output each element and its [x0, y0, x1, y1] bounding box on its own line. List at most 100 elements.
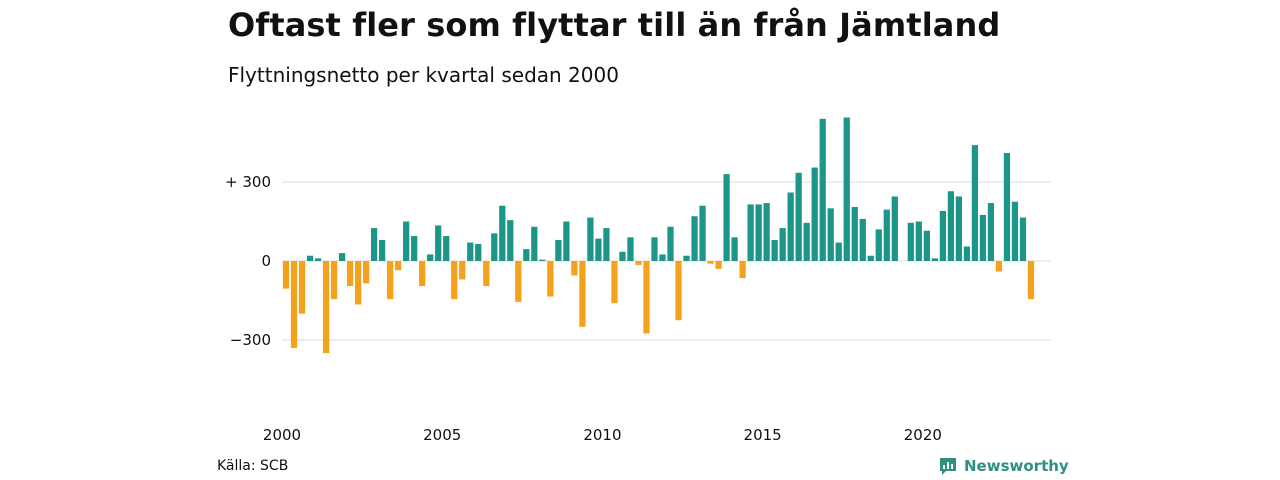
- bar: [859, 218, 866, 261]
- bar: [579, 261, 586, 327]
- bar: [539, 259, 546, 261]
- bar: [491, 233, 498, 261]
- bar: [643, 261, 650, 334]
- bar: [338, 253, 346, 261]
- bar: [1027, 261, 1035, 300]
- bar: [306, 255, 314, 261]
- bar: [915, 221, 922, 261]
- bar: [747, 204, 754, 261]
- bar: [947, 191, 954, 261]
- bar: [314, 258, 322, 261]
- bar: [443, 235, 450, 261]
- bar: [723, 174, 730, 261]
- y-tick-label: 0: [261, 252, 271, 270]
- x-tick-label: 2015: [744, 426, 782, 444]
- bar: [467, 242, 474, 261]
- bar: [403, 221, 410, 261]
- bar: [322, 261, 330, 354]
- bar: [330, 261, 338, 300]
- bar: [563, 221, 570, 261]
- bar: [851, 207, 858, 261]
- bar: [451, 261, 458, 300]
- bar: [595, 238, 602, 261]
- bar: [515, 261, 522, 302]
- bar: [787, 192, 794, 261]
- bar: [731, 237, 738, 261]
- bar: [971, 145, 979, 261]
- bar: [635, 261, 642, 265]
- bar: [923, 230, 930, 261]
- bar: [290, 261, 298, 348]
- bar: [979, 214, 987, 261]
- y-tick-label: −300: [230, 331, 271, 349]
- bar: [995, 261, 1003, 272]
- bar: [427, 254, 434, 261]
- bar: [827, 208, 834, 261]
- bar: [771, 239, 778, 261]
- bar: [691, 216, 698, 261]
- bar: [795, 172, 802, 261]
- brand-name: Newsworthy: [964, 457, 1069, 475]
- bar: [483, 261, 490, 287]
- bar: [1019, 217, 1027, 261]
- bar: [803, 222, 810, 261]
- bar: [715, 261, 722, 269]
- bar: [675, 261, 682, 321]
- bar: [707, 261, 714, 264]
- bar: [395, 261, 402, 271]
- bar: [531, 226, 538, 261]
- bar: [939, 210, 946, 261]
- bar: [651, 237, 658, 261]
- bar: [779, 228, 786, 261]
- bar: [963, 246, 971, 261]
- bar: [611, 261, 618, 304]
- bar: [507, 220, 514, 261]
- bar: [435, 225, 442, 261]
- chart-subtitle: Flyttningsnetto per kvartal sedan 2000: [228, 63, 619, 87]
- bar: [755, 204, 762, 261]
- bar: [891, 196, 898, 261]
- bar: [387, 261, 394, 300]
- bar: [419, 261, 426, 287]
- bar: [619, 251, 626, 261]
- bar: [1011, 201, 1019, 261]
- bar: [371, 228, 378, 261]
- x-tick-label: 2010: [583, 426, 621, 444]
- bar: [571, 261, 578, 276]
- bar: [411, 235, 418, 261]
- bar: [987, 203, 995, 261]
- bar: [667, 226, 674, 261]
- bar: [843, 117, 850, 261]
- bar: [1003, 153, 1011, 261]
- bar: [379, 239, 386, 261]
- bar: [659, 254, 666, 261]
- bar: [819, 118, 826, 261]
- bar: [459, 261, 466, 280]
- bar-chart-speech-bubble-icon: [940, 458, 956, 475]
- x-tick-label: 2020: [904, 426, 942, 444]
- bar: [739, 261, 746, 279]
- y-tick-label: + 300: [225, 173, 271, 191]
- bar: [955, 196, 963, 261]
- bar: [298, 261, 306, 314]
- bar: [346, 261, 354, 287]
- bar: [587, 217, 594, 261]
- bar: [883, 209, 890, 261]
- bar: [354, 261, 362, 305]
- bar: [499, 205, 506, 261]
- bar: [931, 258, 938, 261]
- bar: [362, 261, 370, 284]
- source-label: Källa: SCB: [217, 458, 289, 474]
- newsworthy-logo[interactable]: Newsworthy: [938, 455, 1069, 477]
- bar: [547, 261, 554, 297]
- bar: [523, 249, 530, 261]
- bar: [475, 243, 482, 261]
- bar: [683, 255, 690, 261]
- x-tick-label: 2000: [263, 426, 301, 444]
- bar: [867, 255, 874, 261]
- bar: [835, 242, 842, 261]
- bar: [907, 222, 914, 261]
- bar: [699, 205, 706, 261]
- x-tick-label: 2005: [423, 426, 461, 444]
